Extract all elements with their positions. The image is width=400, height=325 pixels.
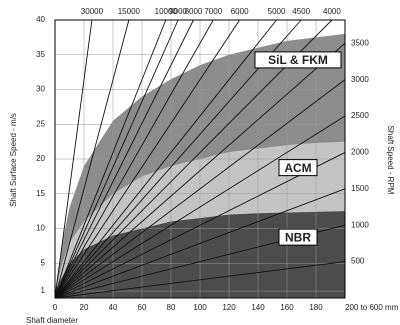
rpm-line [54,19,130,299]
y-tick-label: 40 [36,15,45,24]
rpm-line [54,261,346,299]
rpm-line [54,19,277,299]
x-tick-label: 100 [193,303,207,312]
y-tick-label: 10 [36,224,45,233]
rpm-label-top: 4500 [292,7,310,16]
rpm-line [54,42,346,299]
rpm-label-right: 500 [351,257,365,266]
rpm-label-right: 2000 [351,148,369,157]
rpm-line [54,19,167,299]
y2-axis-title: Shaft Speed - RPM [386,126,395,195]
y-tick-label: 35 [36,50,45,59]
rpm-label-top: 5000 [268,7,286,16]
rpm-label-top: 15000 [118,7,141,16]
rpm-line [54,115,346,299]
band-label: ACM [284,161,311,175]
band-label-box [278,159,318,177]
x-tick-label: 0 [53,303,58,312]
rpm-label-right: 1000 [351,220,369,229]
x-tick-label: 40 [109,303,118,312]
rpm-label-right: 3000 [351,75,369,84]
x-tick-label: 60 [138,303,147,312]
y-tick-label: 20 [36,154,45,163]
x-tick-label: 120 [222,303,236,312]
rpm-line [54,19,93,299]
y-tick-label: 30 [36,85,45,94]
rpm-label-top: 30000 [81,7,104,16]
rpm-label-top: 4000 [323,7,341,16]
plot-frame [54,19,346,299]
x-tick-label: 180 [309,303,323,312]
y-tick-label: 5 [41,258,46,267]
band-label: SiL & FKM [268,53,328,67]
band-label-box [254,51,342,69]
rpm-line [54,19,179,299]
rpm-label-right: 2500 [351,111,369,120]
rpm-line [54,19,240,299]
rpm-label-right: 3500 [351,38,369,47]
rpm-label-top: 9000 [169,7,187,16]
x-tick-label: 200 to 600 mm [345,303,399,312]
band-label-box [278,228,318,246]
y-tick-label: 15 [36,189,45,198]
band-label: NBR [285,230,311,244]
rpm-line [54,152,346,299]
x-tick-label: 20 [80,303,89,312]
y-axis-title: Shaft Surface Speed - m/s [9,113,18,207]
x-axis-title: Shaft diameter [26,316,78,325]
rpm-line [54,188,346,299]
rpm-line [54,19,214,299]
rpm-line [54,79,346,299]
x-tick-label: 140 [251,303,265,312]
rpm-label-top: 7000 [204,7,222,16]
y-tick-label: 1 [41,286,46,295]
rpm-label-top: 6000 [231,7,249,16]
rpm-label-top: 10000 [155,7,178,16]
x-tick-label: 80 [167,303,176,312]
rpm-line [54,19,194,299]
x-tick-label: 160 [280,303,294,312]
rpm-label-top: 8000 [185,7,203,16]
rpm-label-right: 1500 [351,184,369,193]
y-tick-label: 25 [36,119,45,128]
